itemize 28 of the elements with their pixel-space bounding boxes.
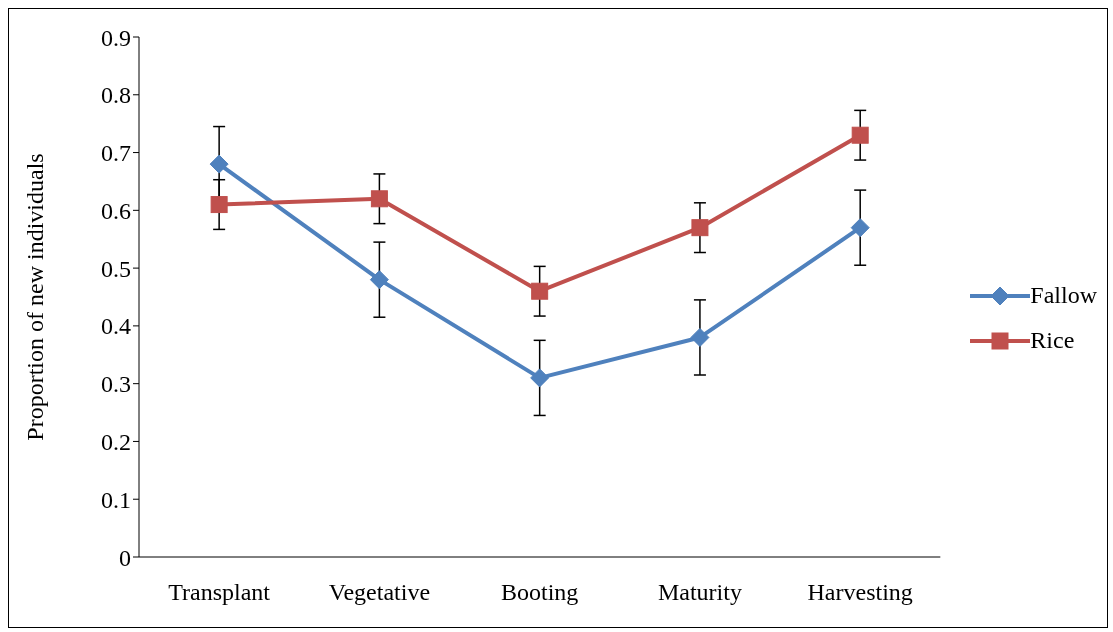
legend-label: Rice [1030,327,1075,354]
y-tick-label: 0.2 [101,428,131,455]
y-tick-label: 0.8 [101,82,131,109]
x-tick-label: Vegetative [328,579,431,606]
point [209,154,229,174]
point [851,126,869,144]
y-tick-label: 0.9 [101,24,131,51]
point [530,368,550,388]
point [369,270,389,290]
point [370,190,388,208]
point [531,282,549,300]
y-axis-title: Proportion of new individuals [21,153,48,441]
y-tick-label: 0.7 [101,140,131,167]
y-tick-label: 0.6 [101,197,131,224]
point [850,218,870,238]
y-tick-label: 0.3 [101,371,131,398]
x-tick-label: Harvesting [807,579,913,606]
legend-label: Fallow [1030,282,1097,309]
y-tick-label: 0.5 [101,255,131,282]
y-tick-label: 0.1 [101,486,131,513]
x-tick-label: Transplant [168,579,271,606]
y-tick-label: 0 [119,544,131,571]
y-tick-label: 0.4 [101,313,131,340]
point [691,219,709,237]
x-tick-label: Booting [500,579,579,606]
x-tick-label: Maturity [657,579,742,606]
point [210,196,228,214]
point [690,327,710,347]
